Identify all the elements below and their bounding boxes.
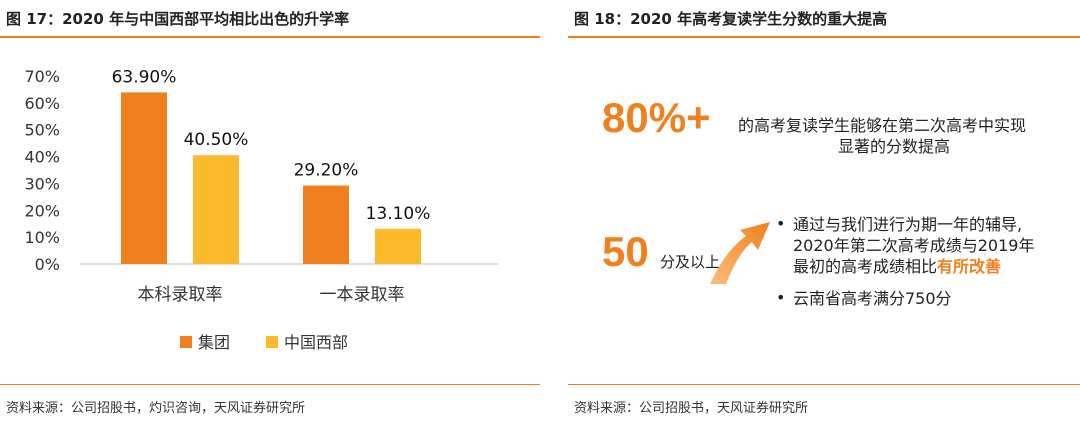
bullet1-line2: 2020年第二次高考成绩与2019年 bbox=[793, 236, 1035, 255]
source-divider bbox=[568, 384, 1080, 385]
y-tick-label: 50% bbox=[24, 121, 60, 140]
legend-label: 中国西部 bbox=[284, 333, 348, 352]
bullet1-line1: 通过与我们进行为期一年的辅导, bbox=[793, 215, 1023, 234]
bullet1-line3: 最初的高考成绩相比有所改善 bbox=[793, 256, 1001, 277]
y-tick-label: 30% bbox=[24, 174, 60, 193]
bar bbox=[303, 185, 349, 264]
bar-value-label: 40.50% bbox=[184, 130, 249, 150]
bar bbox=[375, 228, 421, 264]
source-divider bbox=[0, 384, 540, 385]
bar bbox=[121, 92, 167, 264]
stat-80-percent-desc-line2: 显著的分数提高 bbox=[838, 137, 951, 156]
x-category-label: 本科录取率 bbox=[138, 285, 223, 305]
bullet2-text: 云南省高考满分750分 bbox=[793, 289, 952, 308]
legend-label: 集团 bbox=[198, 333, 230, 352]
stat-50-points-value: 50 bbox=[602, 228, 649, 275]
legend-swatch bbox=[266, 336, 278, 348]
admission-rate-bar-chart: 0% 10% 20% 30% 40% 50% 60% 70% 63.90% 40.50% 29.2… bbox=[24, 67, 498, 352]
title-divider bbox=[568, 36, 1080, 38]
title-divider bbox=[0, 36, 540, 38]
left-figure-panel: 图 17：2020 年与中国西部平均相比出色的升学率 0% 10% 20% 30% 40… bbox=[0, 10, 540, 416]
up-right-arrow-icon bbox=[710, 222, 770, 284]
bar-value-label: 13.10% bbox=[366, 204, 431, 224]
y-tick-label: 20% bbox=[24, 201, 60, 220]
y-tick-label: 10% bbox=[24, 228, 60, 247]
bar-value-label: 63.90% bbox=[112, 67, 177, 87]
bullet-marker: • bbox=[776, 214, 786, 233]
bullet1-highlight: 有所改善 bbox=[937, 257, 1002, 276]
bullet1-line3-prefix: 最初的高考成绩相比 bbox=[793, 257, 938, 276]
legend-swatch bbox=[180, 336, 192, 348]
bullet-marker: • bbox=[776, 288, 786, 307]
bar bbox=[193, 155, 239, 264]
figure-17-title: 图 17：2020 年与中国西部平均相比出色的升学率 bbox=[6, 10, 350, 28]
y-tick-label: 60% bbox=[24, 94, 60, 113]
figure-18-source: 资料来源：公司招股书，天风证券研究所 bbox=[574, 401, 809, 416]
right-figure-panel: 图 18：2020 年高考复读学生分数的重大提高 80%+ 的高考复读学生能够在… bbox=[568, 0, 1080, 422]
figure-18-title: 图 18：2020 年高考复读学生分数的重大提高 bbox=[574, 10, 888, 28]
stat-80-percent-desc-line1: 的高考复读学生能够在第二次高考中实现 bbox=[738, 116, 1027, 135]
figure-17-source: 资料来源：公司招股书，灼识咨询，天风证券研究所 bbox=[6, 401, 306, 416]
stat-50-points-unit: 分及以上 bbox=[660, 253, 721, 271]
x-category-label: 一本录取率 bbox=[320, 285, 405, 305]
bar-value-label: 29.20% bbox=[294, 161, 359, 181]
y-tick-label: 70% bbox=[24, 67, 60, 86]
stat-80-percent-value: 80%+ bbox=[602, 94, 711, 141]
y-tick-label: 40% bbox=[24, 148, 60, 167]
y-tick-label: 0% bbox=[35, 255, 60, 274]
